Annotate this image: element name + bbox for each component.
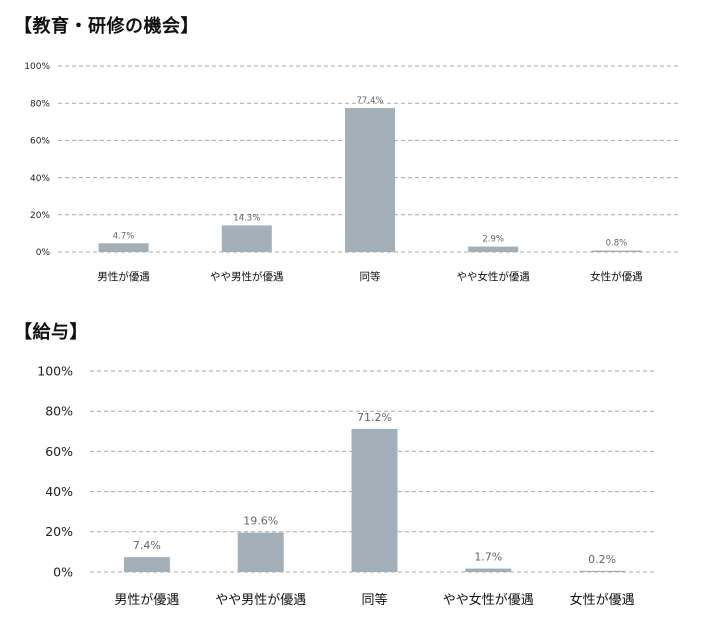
chart1-bar: [591, 250, 642, 252]
chart1-y-tick-label: 20%: [30, 211, 50, 221]
chart1-category-label: 男性が優遇: [97, 270, 150, 283]
chart1-bar: [468, 246, 519, 252]
chart2-y-tick-label: 40%: [45, 484, 73, 499]
chart2-y-tick-label: 100%: [37, 363, 73, 378]
chart2-bar: [465, 568, 512, 572]
chart1-data-label: 14.3%: [233, 213, 260, 223]
chart1-data-label: 77.4%: [356, 96, 383, 106]
chart2-category-label: やや男性が優遇: [215, 593, 306, 608]
chart1-education-training: 0% 20% 40% 60% 80% 100% 4.7% 男性が優遇 14.3% やや男性が優遇 7…: [24, 62, 680, 283]
chart1-category-label: やや男性が優遇: [210, 270, 284, 283]
chart1-y-tick-label: 40%: [30, 174, 50, 184]
chart2-title: 【給与】: [14, 322, 88, 343]
chart2-salary: 0% 20% 40% 60% 80% 100% 7.4% 男性が優遇 19.6% やや男性が優遇 7…: [37, 363, 655, 608]
chart1-data-label: 0.8%: [606, 239, 628, 249]
chart1-y-tick-label: 0%: [36, 248, 51, 258]
chart2-data-label: 19.6%: [243, 515, 278, 528]
chart1-title: 【教育・研修の機会】: [14, 16, 199, 37]
chart2-category-label: やや女性が優遇: [443, 592, 534, 608]
chart2-bar: [579, 570, 626, 572]
chart2-data-label: 71.2%: [357, 411, 392, 424]
chart1-category-label: 同等: [360, 270, 381, 283]
chart1-bar: [221, 225, 272, 252]
chart1-bar: [98, 243, 149, 252]
chart2-category-label: 男性が優遇: [114, 593, 179, 608]
chart2-category-label: 同等: [361, 592, 387, 608]
chart2-bar: [351, 428, 398, 572]
chart2-y-tick-label: 80%: [45, 404, 73, 419]
chart1-category-label: 女性が優遇: [590, 270, 643, 283]
chart1-category-label: やや女性が優遇: [456, 270, 530, 283]
chart2-category-label: 女性が優遇: [570, 592, 635, 608]
chart2-y-tick-label: 60%: [45, 444, 73, 459]
chart1-data-label: 2.9%: [482, 235, 504, 245]
chart1-y-tick-label: 80%: [30, 99, 50, 109]
chart2-bar: [237, 532, 284, 572]
chart2-bar: [123, 557, 170, 572]
chart1-y-tick-label: 60%: [30, 137, 50, 147]
chart2-y-tick-label: 0%: [53, 564, 73, 579]
chart2-data-label: 1.7%: [474, 551, 502, 564]
chart2-data-label: 0.2%: [588, 553, 616, 566]
chart1-bar: [345, 108, 395, 252]
chart2-y-tick-label: 20%: [45, 524, 73, 539]
chart2-data-label: 7.4%: [133, 539, 161, 552]
chart1-data-label: 4.7%: [113, 231, 135, 241]
chart1-y-tick-label: 100%: [24, 62, 50, 72]
